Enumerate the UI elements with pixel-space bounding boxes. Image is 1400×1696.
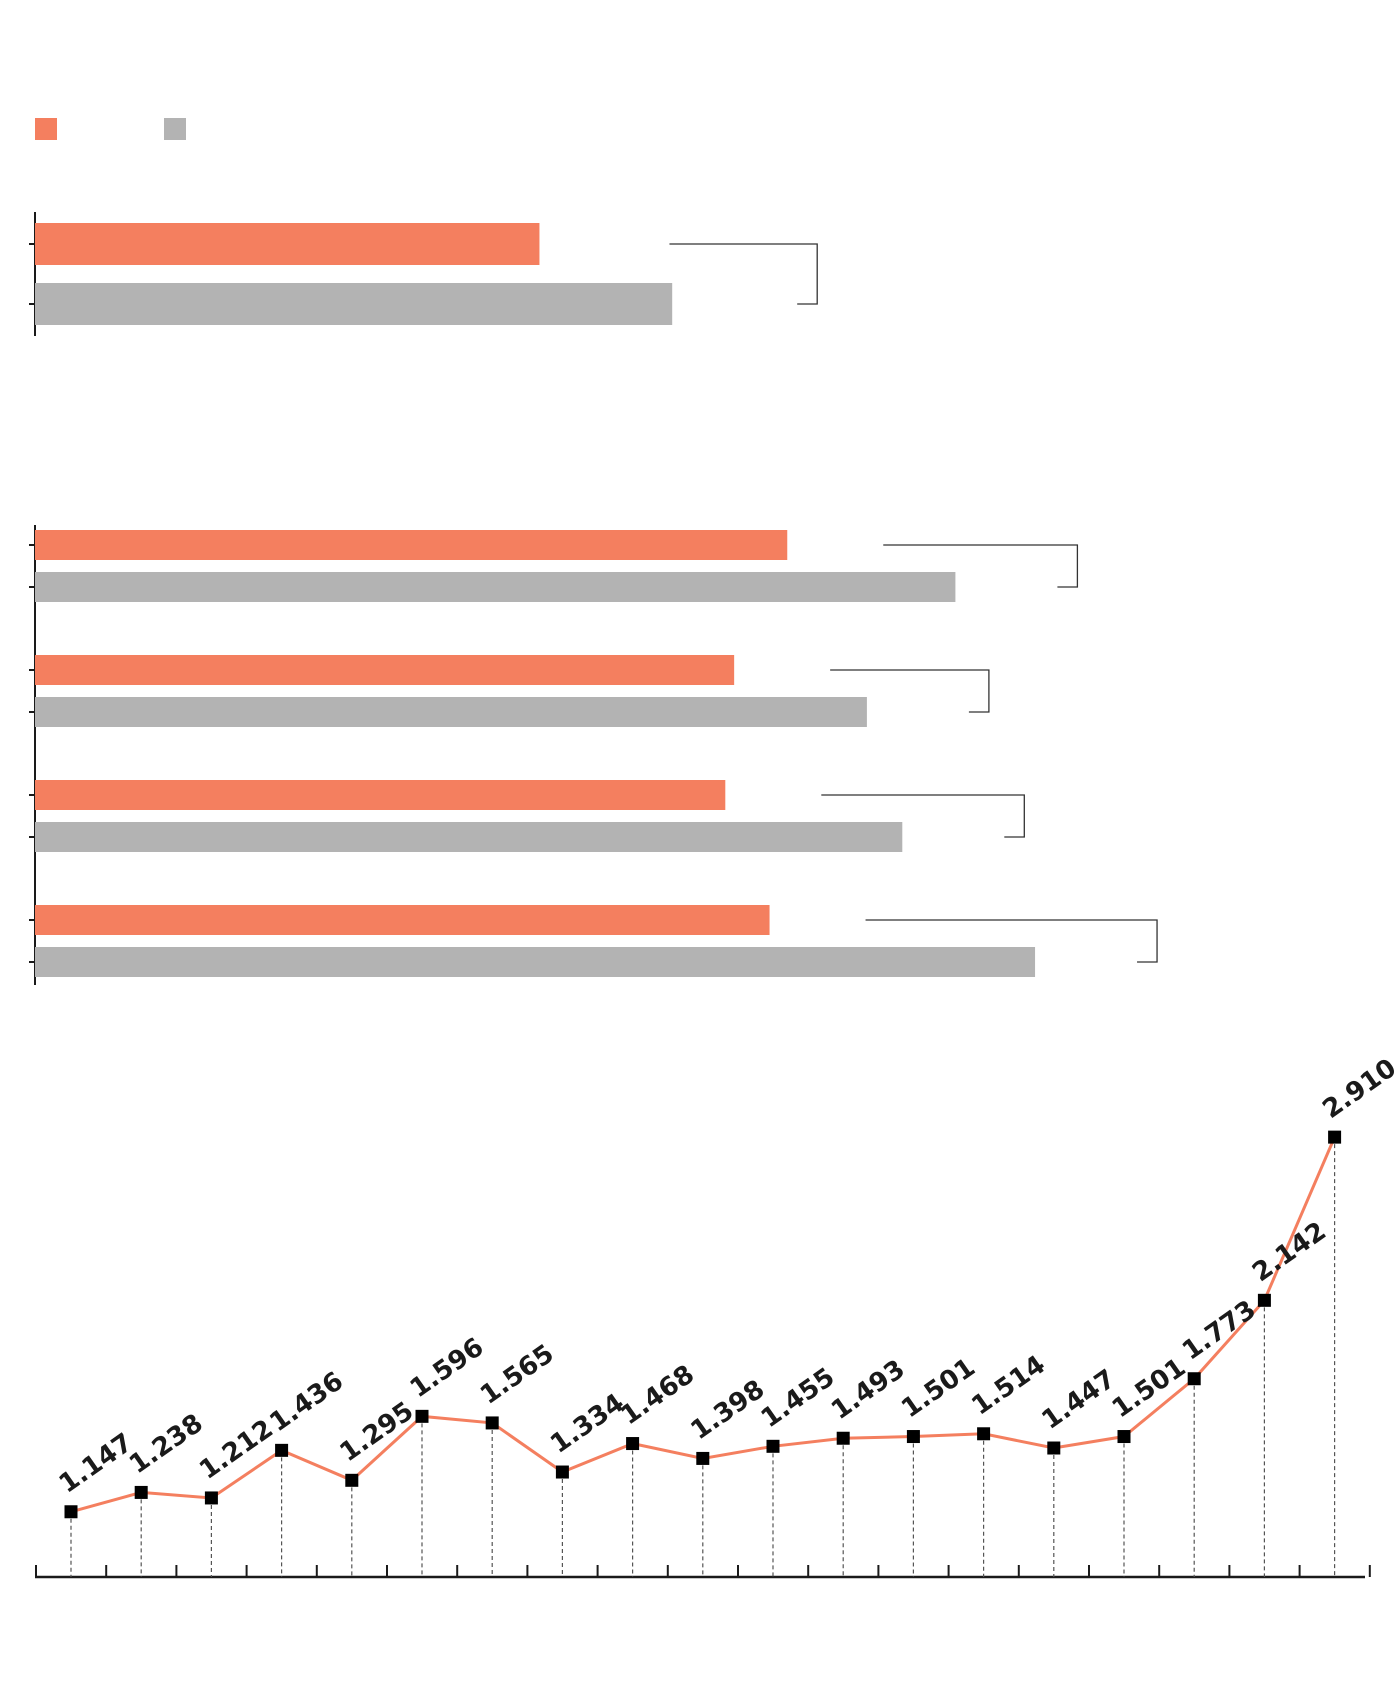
bar-gray-2-1 bbox=[35, 572, 956, 602]
data-label: 1.596 bbox=[405, 1332, 490, 1404]
data-label: 1.212 bbox=[194, 1414, 279, 1486]
data-point-marker bbox=[204, 1491, 218, 1505]
data-point-marker bbox=[134, 1485, 148, 1499]
comparison-bracket-2-2 bbox=[830, 669, 990, 713]
bar-orange-2-2 bbox=[35, 655, 735, 685]
bar-orange-2-1 bbox=[35, 530, 788, 560]
data-point-marker bbox=[696, 1451, 710, 1465]
comparison-bracket-2-4 bbox=[865, 919, 1158, 963]
bar-gray-2-4 bbox=[35, 947, 1036, 977]
data-label: 1.238 bbox=[124, 1408, 209, 1480]
data-point-marker bbox=[906, 1430, 920, 1444]
data-point-marker bbox=[626, 1437, 640, 1451]
line-chart: 1.1471.2381.2121.4361.2951.5961.5651.334… bbox=[35, 1053, 1400, 1579]
data-point-marker bbox=[275, 1443, 289, 1457]
data-point-marker bbox=[1187, 1372, 1201, 1386]
data-label: 2.910 bbox=[1317, 1053, 1400, 1125]
data-point-marker bbox=[555, 1465, 569, 1479]
data-label: 1.773 bbox=[1177, 1295, 1262, 1367]
data-point-marker bbox=[766, 1439, 780, 1453]
data-point-marker bbox=[485, 1416, 499, 1430]
data-label: 1.436 bbox=[264, 1366, 349, 1438]
bar-gray-1-1 bbox=[35, 283, 673, 325]
bar-orange-1-1 bbox=[35, 223, 540, 265]
data-point-marker bbox=[836, 1431, 850, 1445]
data-point-marker bbox=[977, 1427, 991, 1441]
legend-swatch-gray bbox=[164, 118, 186, 140]
data-point-marker bbox=[64, 1505, 78, 1519]
data-label: 1.493 bbox=[826, 1354, 911, 1426]
bar-gray-2-3 bbox=[35, 822, 903, 852]
data-label: 2.142 bbox=[1247, 1216, 1332, 1288]
data-point-marker bbox=[1257, 1293, 1271, 1307]
data-point-marker bbox=[415, 1409, 429, 1423]
data-point-marker bbox=[1117, 1430, 1131, 1444]
data-label: 1.565 bbox=[475, 1339, 560, 1411]
data-label: 1.501 bbox=[896, 1353, 981, 1425]
data-point-marker bbox=[1047, 1441, 1061, 1455]
bar-chart-1 bbox=[29, 212, 818, 336]
comparison-bracket-1-1 bbox=[669, 243, 818, 305]
comparison-bracket-2-1 bbox=[883, 544, 1079, 588]
legend-swatch-orange bbox=[35, 118, 57, 140]
bar-chart-2 bbox=[29, 525, 1158, 985]
bar-orange-2-4 bbox=[35, 905, 770, 935]
bar-gray-2-2 bbox=[35, 697, 867, 727]
bar-orange-2-3 bbox=[35, 780, 726, 810]
data-point-marker bbox=[1328, 1130, 1342, 1144]
comparison-bracket-2-3 bbox=[821, 794, 1025, 838]
data-label: 1.147 bbox=[54, 1428, 139, 1500]
data-point-marker bbox=[345, 1473, 359, 1487]
